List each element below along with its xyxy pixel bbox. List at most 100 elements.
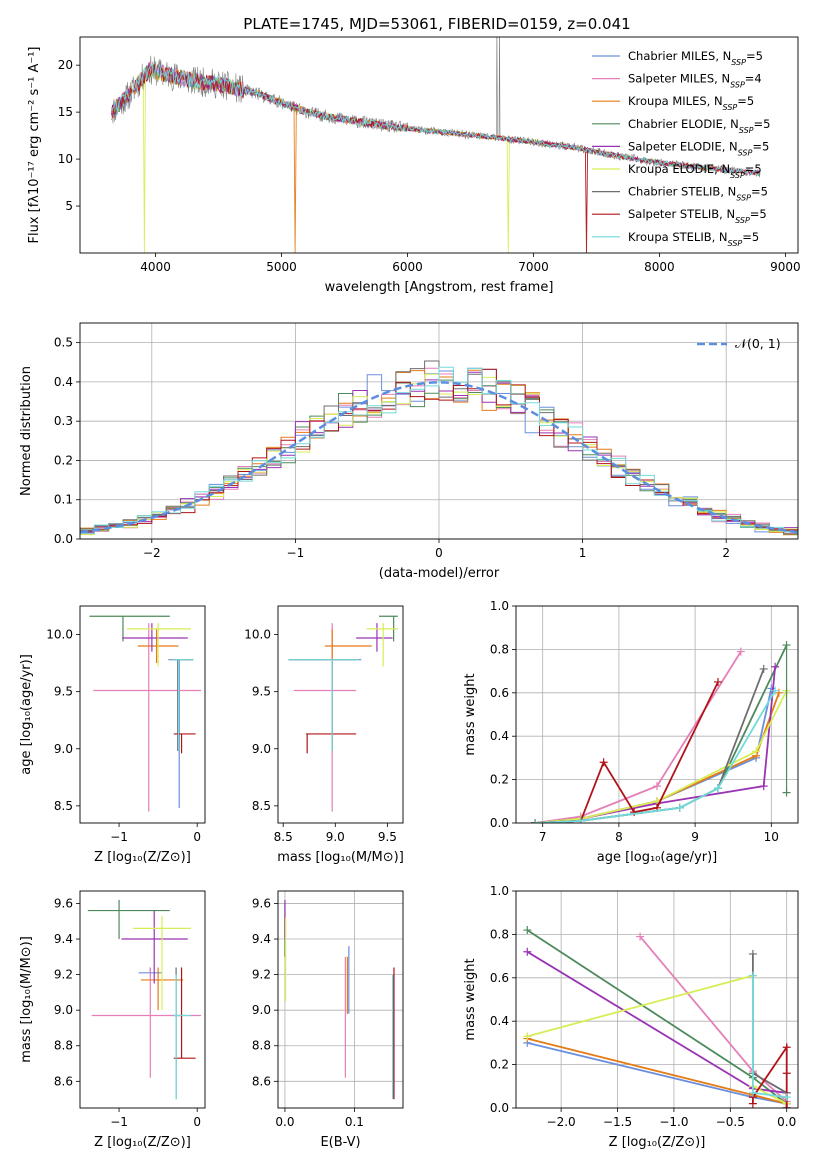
errorbar-salp_miles [93, 623, 202, 812]
x-axis-label: age [log₁₀(age/yr)] [597, 850, 718, 865]
y-tick-label: 0.1 [54, 493, 73, 507]
y-axis-label: Flux [fλ10⁻¹⁷ erg cm⁻² s⁻¹ A⁻¹] [27, 47, 42, 244]
x-tick-label: 0 [193, 1115, 201, 1129]
errorbar-chab_miles [288, 659, 362, 752]
x-tick-label: −2.0 [547, 1115, 576, 1129]
axes-weight_vs_Z: −2.0 −1.5 −1.0 −0.5 0.0 0.0 0.2 0.4 0.6 0.8 1.0 Z [… [463, 884, 799, 1150]
y-tick-label: 8.8 [54, 1039, 73, 1053]
y-tick-label: 0.8 [490, 642, 509, 656]
y-tick-label: 8.5 [252, 799, 271, 813]
legend-subscript: SSP [738, 148, 753, 157]
weight-marker-chab_elodie [523, 926, 532, 935]
x-axis-label: (data-model)/error [379, 566, 500, 581]
y-tick-label: 0.3 [54, 414, 73, 428]
weight-marker-salp_elodie [759, 782, 768, 791]
weight-marker-salp_stelib [713, 677, 722, 686]
errorbar-salp_elodie [121, 910, 188, 984]
y-axis-label: mass [log₁₀(M/M⊙)] [19, 936, 34, 1063]
x-tick-label: −1.0 [659, 1115, 688, 1129]
y-tick-label: 0.0 [54, 532, 73, 546]
axes-weight_vs_age: 7 8 9 10 0.0 0.2 0.4 0.6 0.8 1.0 age [log₁₀(age/yr… [463, 599, 799, 865]
axes-frame [79, 36, 799, 254]
y-tick-label: 9.5 [252, 685, 271, 699]
y-tick-label: 20 [58, 58, 73, 72]
errorbar-krou_elodie [133, 915, 191, 1011]
x-tick-label: 9 [691, 830, 699, 844]
legend-subscript: SSP [723, 103, 738, 112]
legend-subscript: SSP [736, 193, 751, 202]
errorbar-chab_elodie [87, 899, 170, 940]
legend-subscript: SSP [728, 238, 743, 247]
axes-frame [79, 605, 206, 824]
x-tick-label: 0.0 [275, 1115, 294, 1129]
weight-marker-salp_miles [636, 932, 645, 941]
errorbar-chab_stelib [172, 659, 194, 752]
weight-line-salp_elodie [526, 951, 788, 1108]
weight-marker-krou_stelib [748, 1088, 757, 1097]
weight-line-salp_miles [534, 651, 742, 823]
axes-residuals: −2 −1 0 1 2 0.0 0.1 0.2 0.3 0.4 0.5 (data-model)/er… [19, 322, 799, 581]
plot-area-age_vs_Z [89, 615, 202, 812]
legend-label-chab_stelib: Chabrier STELIB, NSSP=5 [628, 185, 768, 203]
y-tick-label: 5 [65, 199, 73, 213]
x-tick-label: 8 [615, 830, 623, 844]
x-tick-label: 4000 [140, 260, 171, 274]
x-tick-label: 9000 [770, 260, 801, 274]
weight-marker-krou_elodie [752, 747, 761, 756]
x-tick-label: 2 [722, 546, 730, 560]
weight-marker-krou_stelib [782, 1093, 791, 1102]
x-axis-label: E(B-V) [320, 1135, 360, 1150]
y-tick-label: 9.4 [54, 932, 73, 946]
legend-spectrum: Chabrier MILES, NSSP=5 Salpeter MILES, NS… [592, 49, 770, 247]
y-tick-label: 9.2 [54, 968, 73, 982]
x-tick-label: 7 [539, 830, 547, 844]
y-tick-label: 0.4 [490, 729, 509, 743]
y-tick-label: 0.0 [490, 1101, 509, 1115]
x-tick-label: 7000 [518, 260, 549, 274]
y-tick-label: 0.2 [490, 1058, 509, 1072]
y-tick-label: 0.2 [54, 453, 73, 467]
legend-subscript: SSP [739, 125, 754, 134]
weight-marker-chab_elodie [782, 788, 791, 797]
x-axis-label: Z [log₁₀(Z/Z⊙)] [94, 850, 191, 865]
plot-area-weight_vs_age [531, 641, 791, 823]
plot-area-residuals [80, 360, 798, 536]
x-tick-label: −1.5 [603, 1115, 632, 1129]
weight-marker-krou_stelib [771, 686, 780, 695]
y-tick-label: 0.4 [490, 1014, 509, 1028]
weight-marker-salp_elodie [771, 662, 780, 671]
axes-mass_vs_Z: −1 0 8.6 8.8 9.0 9.2 9.4 9.6 Z [log₁₀(Z/Z⊙)] mass… [19, 890, 206, 1150]
x-tick-label: 9.0 [326, 830, 345, 844]
y-tick-label: 10.0 [46, 628, 73, 642]
x-tick-label: 1 [579, 546, 587, 560]
weight-marker-salp_elodie [523, 947, 532, 956]
plot-area-age_vs_mass [288, 615, 398, 812]
axes-frame [277, 605, 404, 824]
y-tick-label: 8.6 [252, 1074, 271, 1088]
errorbar-salp_stelib [306, 733, 357, 754]
axes-spectrum: 4000 5000 6000 7000 8000 9000 5 10 15 20 wavelengt… [27, 36, 801, 295]
legend-subscript: SSP [730, 171, 745, 180]
weight-marker-salp_miles [736, 647, 745, 656]
weight-marker-salp_stelib [782, 1069, 791, 1078]
legend-label-salp_stelib: Salpeter STELIB, NSSP=5 [628, 207, 767, 225]
errorbar-salp_stelib [173, 967, 196, 1059]
x-tick-label: 0 [193, 830, 201, 844]
y-tick-label: 9.0 [252, 1003, 271, 1017]
errorbar-krou_elodie [126, 623, 191, 667]
weight-marker-chab_stelib [748, 949, 757, 958]
x-tick-label: 9.5 [378, 830, 397, 844]
y-tick-label: 9.5 [54, 685, 73, 699]
errorbar-salp_miles [91, 967, 202, 1078]
plot-area-spectrum [111, 37, 761, 253]
y-tick-label: 9.0 [54, 1003, 73, 1017]
y-tick-label: 10 [58, 152, 73, 166]
weight-marker-salp_stelib [599, 758, 608, 767]
x-tick-label: 6000 [392, 260, 423, 274]
weight-marker-chab_stelib [759, 664, 768, 673]
errorbar-krou_stelib [288, 659, 359, 752]
x-axis-label: Z [log₁₀(Z/Z⊙)] [94, 1135, 191, 1150]
plot-area-mass_vs_Z [87, 899, 202, 1100]
y-axis-label: age [log₁₀(age/yr)] [19, 654, 34, 775]
